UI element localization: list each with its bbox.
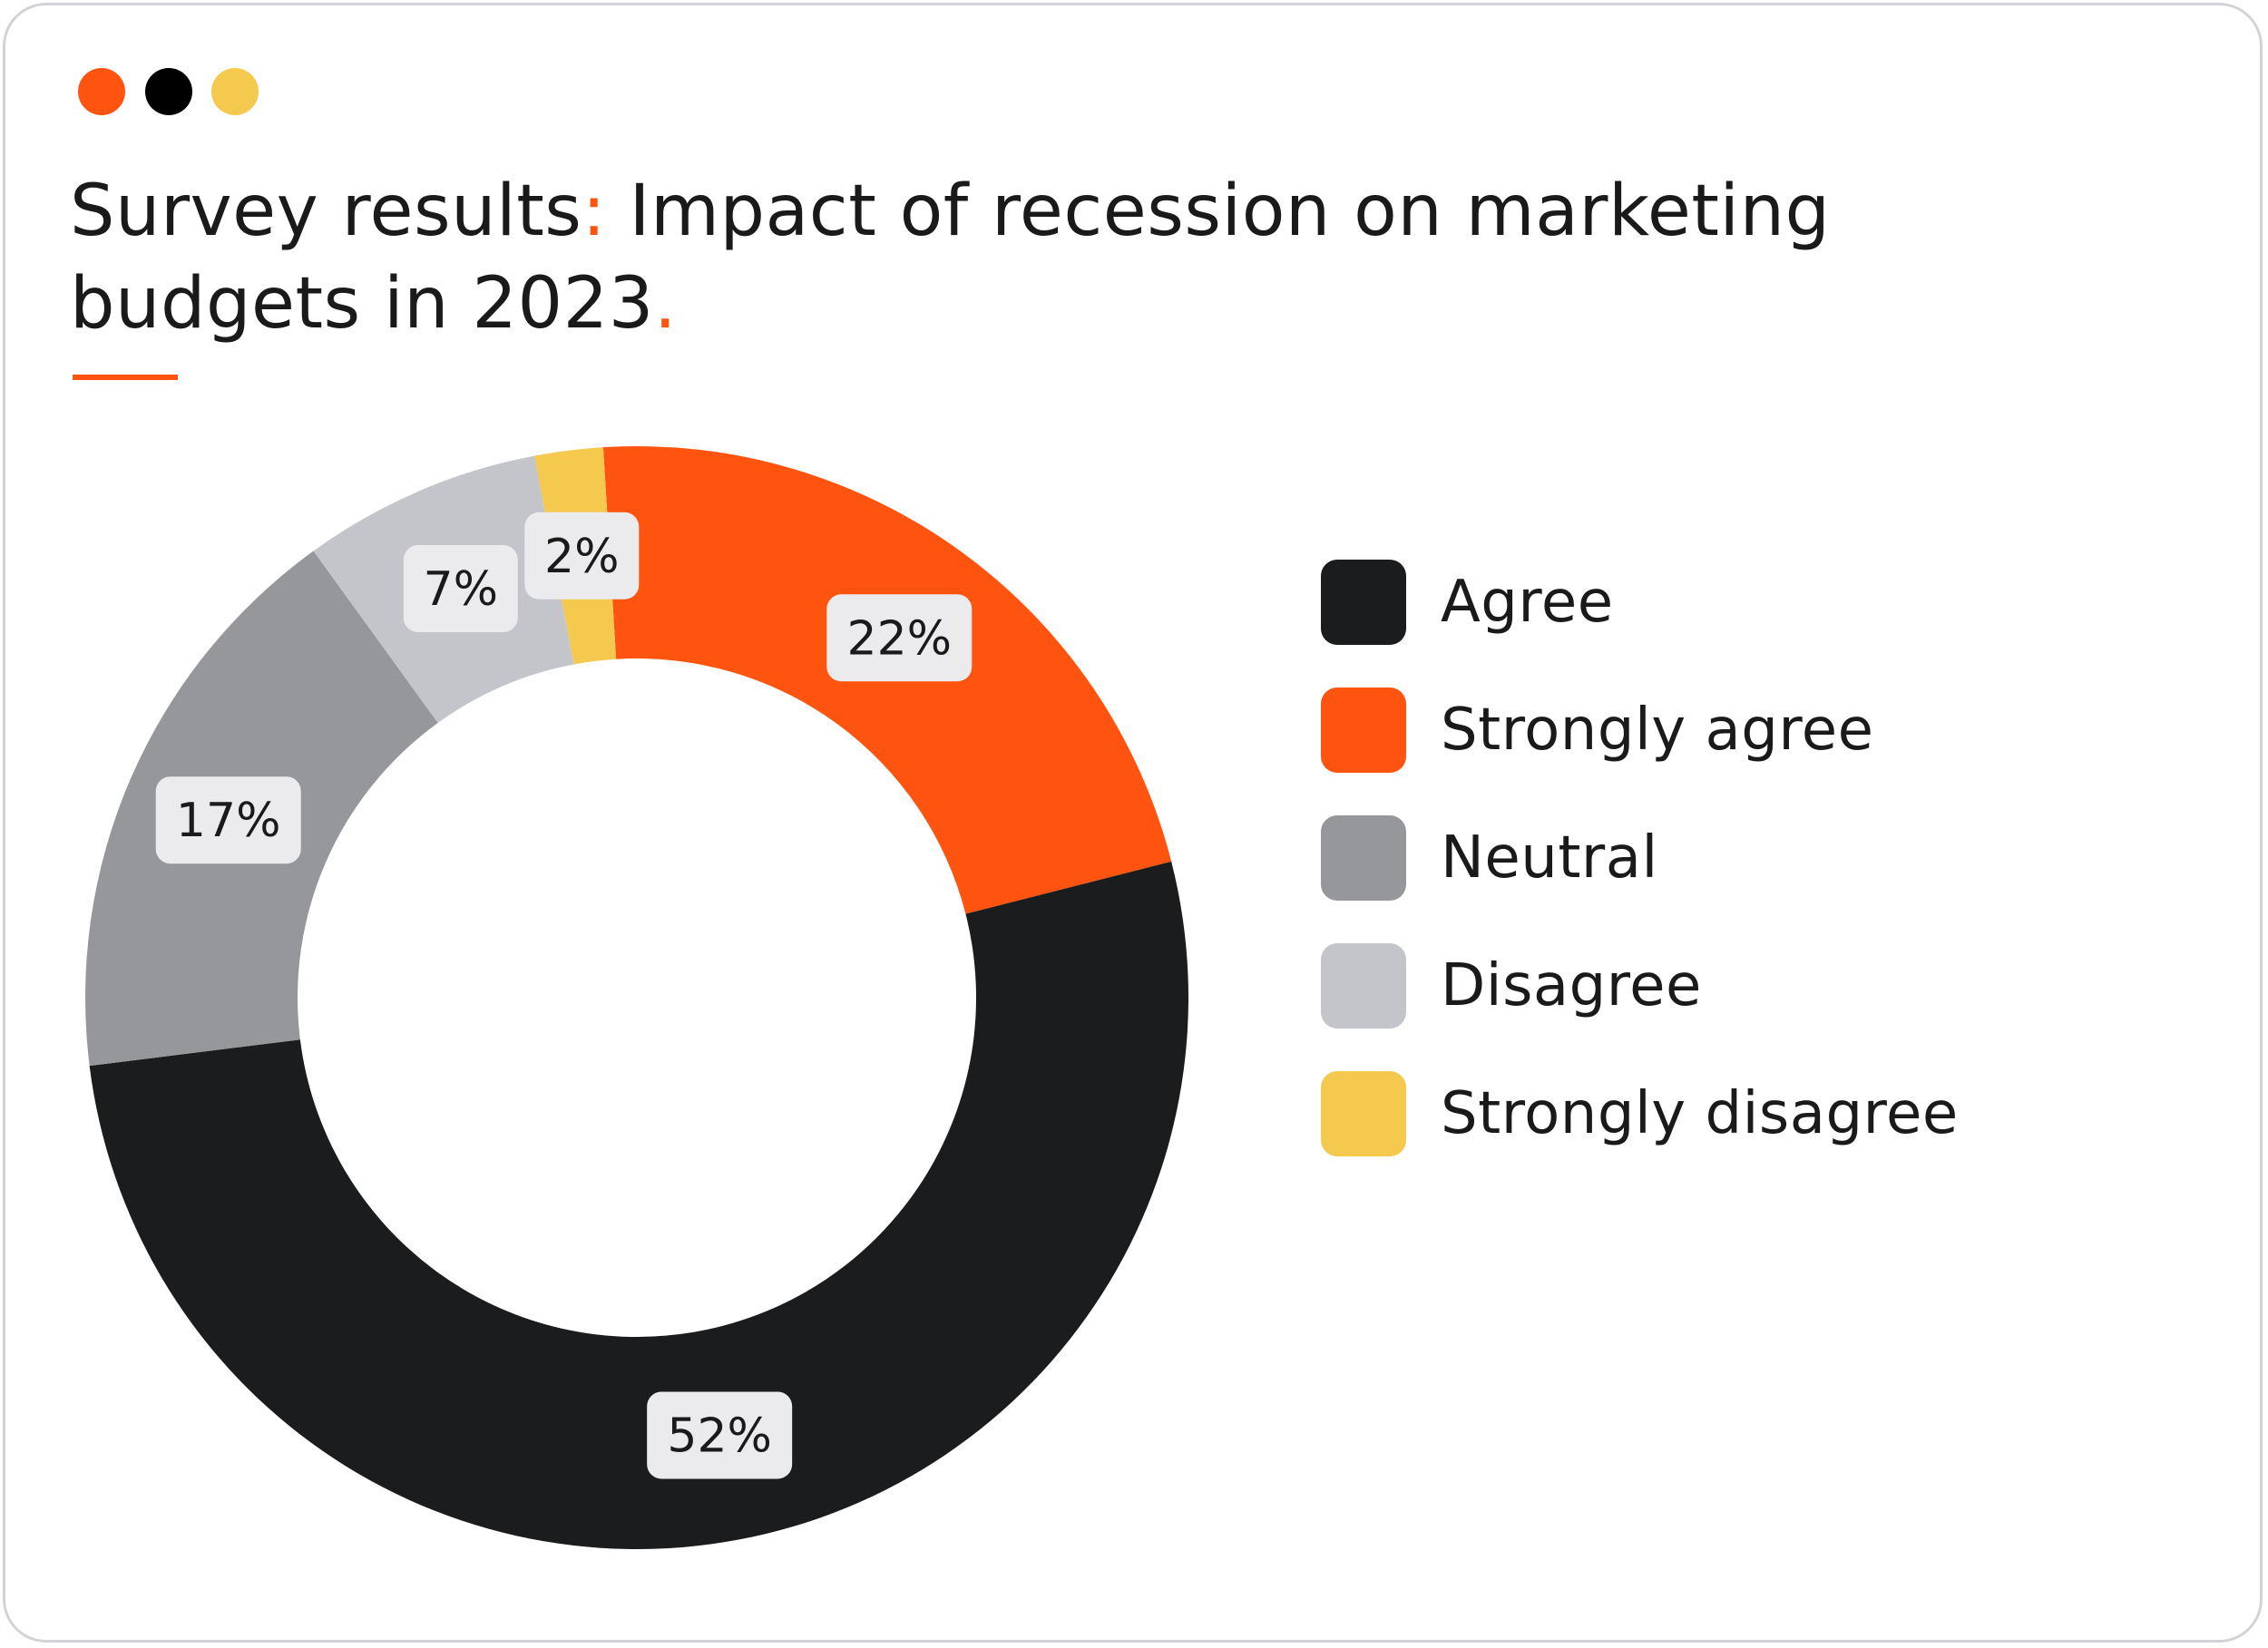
slice-value-label: 2% [544, 530, 620, 584]
legend-swatch [1321, 815, 1406, 901]
title-colon: : [582, 171, 607, 252]
slice-label-neutral: 17% [155, 776, 301, 864]
page-title: Survey results: Impact of recession on m… [70, 165, 2066, 350]
slice-label-agree: 52% [647, 1391, 793, 1479]
title-period: . [653, 263, 678, 345]
legend-item-neutral: Neutral [1321, 814, 1658, 902]
legend-swatch [1321, 687, 1406, 773]
legend-label: Neutral [1441, 824, 1658, 892]
window-dot-black [145, 68, 192, 115]
window-dot-yellow [211, 68, 259, 115]
legend-label: Agree [1441, 569, 1614, 636]
legend-swatch [1321, 943, 1406, 1029]
legend-item-agree: Agree [1321, 559, 1614, 646]
legend-item-strongly-agree: Strongly agree [1321, 687, 1873, 774]
slice-label-box [647, 1391, 793, 1479]
slice-value-label: 7% [424, 562, 499, 617]
slice-label-disagree: 7% [403, 545, 518, 633]
slice-agree [89, 861, 1188, 1549]
slice-value-label: 17% [176, 794, 281, 848]
window-dot-orange [78, 68, 125, 115]
legend-item-disagree: Disagree [1321, 942, 1702, 1029]
slice-label-strongly-agree: 22% [826, 594, 973, 682]
legend-label: Strongly disagree [1441, 1080, 1959, 1147]
slice-label-box [826, 594, 973, 682]
legend-label: Strongly agree [1441, 697, 1874, 764]
title-main: Survey results [70, 171, 582, 252]
slice-value-label: 22% [847, 611, 953, 666]
legend-swatch [1321, 560, 1406, 645]
slice-label-box [155, 776, 301, 864]
legend-swatch [1321, 1071, 1406, 1156]
slice-label-box [403, 545, 518, 633]
slice-value-label: 52% [667, 1409, 772, 1463]
legend-item-strongly-disagree: Strongly disagree [1321, 1070, 1959, 1157]
legend-label: Disagree [1441, 952, 1702, 1019]
title-rest: Impact of recession on marketing budgets… [70, 171, 1831, 345]
slice-label-strongly-disagree: 2% [524, 512, 640, 600]
title-underline [73, 375, 178, 380]
slice-label-box [524, 512, 640, 600]
